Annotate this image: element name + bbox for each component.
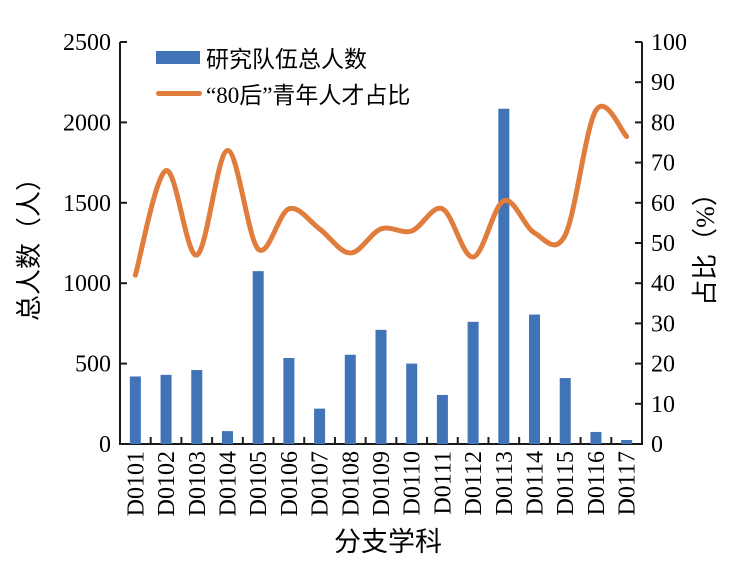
- x-axis-category-label: D0110: [400, 451, 426, 515]
- bar-D0111: [436, 394, 448, 444]
- bar-D0110: [406, 363, 418, 444]
- right-axis-tick-label: 40: [651, 271, 675, 297]
- bar-D0108: [344, 354, 356, 444]
- right-axis-tick-label: 70: [651, 151, 675, 177]
- legend-bar-label: 研究队伍总人数: [206, 47, 367, 72]
- x-axis-category-label: D0111: [430, 451, 456, 515]
- bar-D0112: [467, 321, 479, 444]
- bar-D0117: [621, 439, 633, 444]
- right-axis-tick-label: 0: [651, 432, 663, 458]
- bar-D0109: [375, 329, 387, 444]
- x-axis-category-label: D0108: [338, 451, 364, 516]
- left-axis-tick-label: 0: [99, 432, 111, 458]
- legend-line-label: “80后”青年人才占比: [206, 83, 411, 108]
- x-axis-title: 分支学科: [334, 527, 442, 557]
- bar-D0114: [529, 314, 541, 444]
- bar-D0101: [129, 376, 141, 444]
- right-axis-tick-label: 10: [651, 392, 675, 418]
- right-axis-tick-label: 100: [651, 30, 687, 56]
- right-axis-tick-label: 90: [651, 70, 675, 96]
- x-axis-category-label: D0101: [123, 451, 149, 516]
- right-axis-tick-label: 50: [651, 231, 675, 257]
- bar-D0115: [559, 378, 571, 444]
- x-axis-category-label: D0103: [185, 451, 211, 516]
- right-axis-tick-label: 60: [651, 191, 675, 217]
- percentage-line: [132, 104, 630, 278]
- bar-D0107: [314, 408, 326, 444]
- bar-D0102: [160, 374, 172, 444]
- left-axis-tick-label: 500: [75, 352, 111, 378]
- left-axis-tick-label: 1500: [63, 191, 111, 217]
- bar-series-swatch-icon: [156, 50, 200, 64]
- bar-D0104: [221, 431, 233, 444]
- legend-item-bar: 研究队伍总人数: [156, 42, 410, 72]
- bar-D0116: [590, 431, 602, 444]
- left-axis-tick-label: 1000: [63, 271, 111, 297]
- x-axis-category-label: D0105: [246, 451, 272, 516]
- bar-D0103: [191, 370, 203, 444]
- x-axis-category-label: D0113: [492, 451, 518, 515]
- x-axis-category-label: D0106: [277, 451, 303, 516]
- right-axis-tick-label: 30: [651, 311, 675, 337]
- bar-D0105: [252, 271, 264, 444]
- legend: 研究队伍总人数 “80后”青年人才占比: [156, 42, 410, 108]
- bar-D0106: [283, 357, 295, 444]
- x-axis-category-label: D0109: [369, 451, 395, 516]
- bar-D0113: [498, 108, 510, 445]
- left-axis-title: 总人数（人）: [15, 165, 44, 322]
- x-axis-category-label: D0117: [615, 451, 641, 515]
- x-axis-category-label: D0104: [215, 451, 241, 516]
- x-axis-category-label: D0114: [523, 451, 549, 515]
- right-axis-tick-label: 20: [651, 352, 675, 378]
- left-axis-tick-label: 2000: [63, 110, 111, 136]
- line-series-swatch-icon: [156, 90, 202, 96]
- right-axis-tick-label: 80: [651, 110, 675, 136]
- x-axis-category-label: D0102: [154, 451, 180, 516]
- right-axis-title: 占比（%）: [691, 180, 720, 306]
- left-axis-tick-label: 2500: [63, 30, 111, 56]
- x-axis-category-label: D0112: [461, 451, 487, 515]
- x-axis-category-label: D0116: [584, 451, 610, 515]
- x-axis-category-label: D0115: [553, 451, 579, 515]
- legend-item-line: “80后”青年人才占比: [156, 78, 410, 108]
- x-axis-category-label: D0107: [308, 451, 334, 516]
